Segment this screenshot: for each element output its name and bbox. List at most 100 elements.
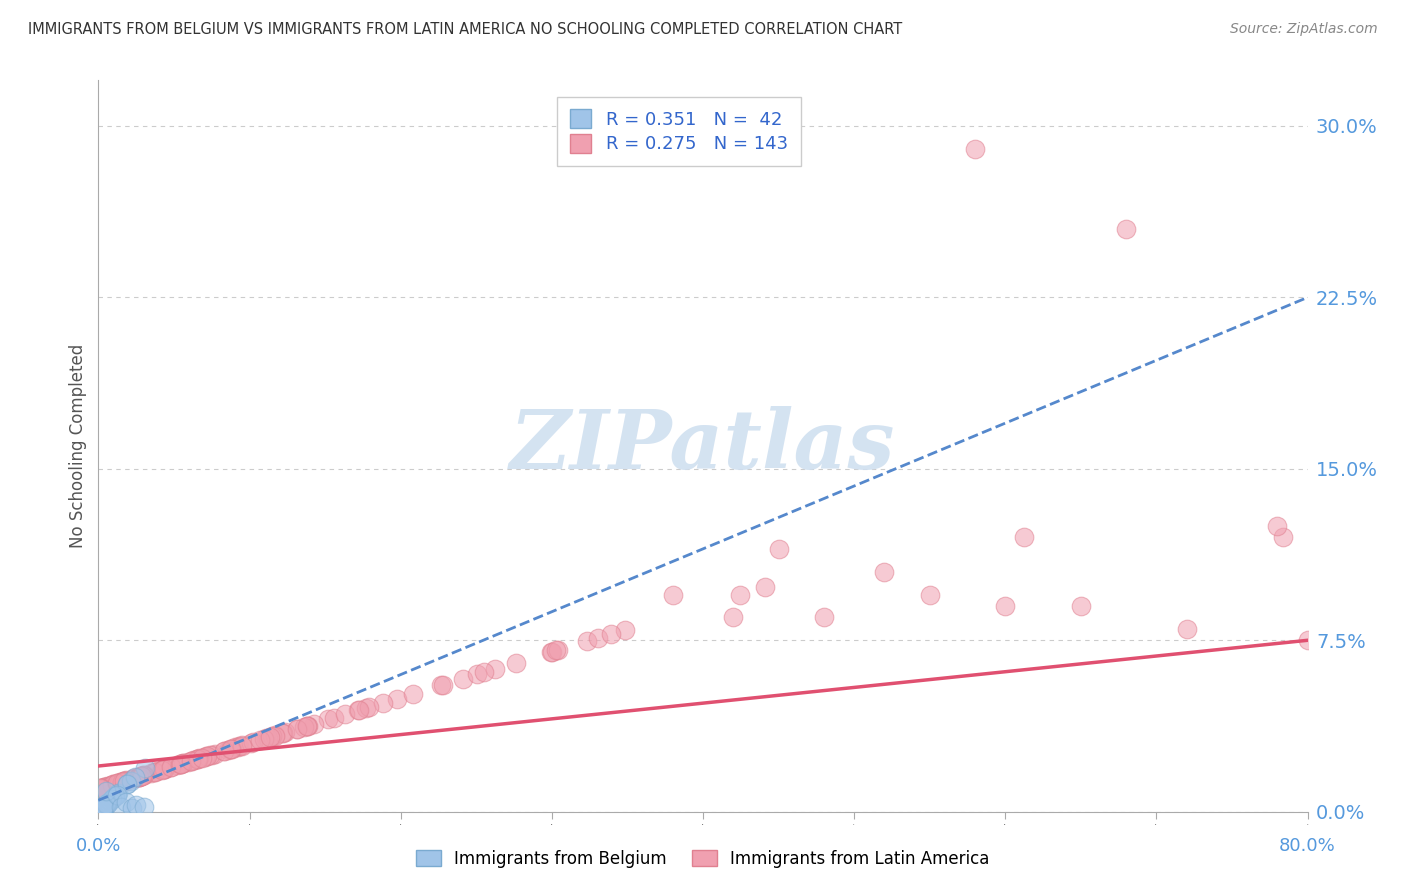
Point <box>271 726 294 740</box>
Point <box>472 665 495 680</box>
Point <box>94 784 117 798</box>
Point <box>231 739 253 753</box>
Point <box>186 752 208 766</box>
Point <box>114 773 136 788</box>
Point <box>112 774 135 789</box>
Point <box>122 771 145 785</box>
Point <box>96 779 118 793</box>
Point <box>965 142 987 156</box>
Point <box>160 760 183 774</box>
Point <box>547 642 569 657</box>
Point <box>768 541 790 556</box>
Point <box>89 804 111 818</box>
Point <box>105 788 128 802</box>
Point <box>451 672 474 686</box>
Point <box>253 731 276 746</box>
Point <box>98 794 121 808</box>
Point <box>87 805 110 819</box>
Point <box>169 757 191 772</box>
Point <box>117 777 139 791</box>
Point <box>1070 599 1092 613</box>
Point <box>204 747 226 761</box>
Point <box>112 774 135 789</box>
Point <box>90 781 112 796</box>
Point <box>264 728 287 742</box>
Point <box>89 803 111 817</box>
Point <box>813 610 835 624</box>
Point <box>505 656 527 670</box>
Point <box>385 691 408 706</box>
Point <box>93 799 115 814</box>
Point <box>128 770 150 784</box>
Point <box>129 769 152 783</box>
Point <box>117 777 139 791</box>
Point <box>302 716 325 731</box>
Point <box>166 758 188 772</box>
Point <box>333 707 356 722</box>
Point <box>190 750 212 764</box>
Point <box>198 748 221 763</box>
Point <box>134 761 156 775</box>
Point <box>274 725 297 739</box>
Point <box>120 774 142 789</box>
Point <box>172 756 194 771</box>
Point <box>104 789 127 803</box>
Point <box>143 765 166 780</box>
Point <box>181 754 204 768</box>
Point <box>586 631 609 645</box>
Point <box>96 797 118 811</box>
Text: 0.0%: 0.0% <box>76 837 121 855</box>
Point <box>242 735 264 749</box>
Point <box>97 796 120 810</box>
Point <box>249 733 271 747</box>
Point <box>153 762 176 776</box>
Point <box>101 778 124 792</box>
Point <box>728 588 751 602</box>
Point <box>108 775 131 789</box>
Point <box>98 779 121 793</box>
Point <box>212 744 235 758</box>
Point <box>263 729 285 743</box>
Point <box>127 770 149 784</box>
Point <box>194 749 217 764</box>
Point <box>172 756 194 771</box>
Point <box>465 667 488 681</box>
Point <box>169 757 191 772</box>
Point <box>97 796 120 810</box>
Point <box>254 731 277 745</box>
Point <box>103 777 125 791</box>
Point <box>285 722 308 736</box>
Point <box>402 687 425 701</box>
Point <box>1012 530 1035 544</box>
Point <box>90 802 112 816</box>
Point <box>89 781 111 796</box>
Point <box>87 781 110 796</box>
Point <box>89 804 111 818</box>
Y-axis label: No Schooling Completed: No Schooling Completed <box>69 344 87 548</box>
Point <box>129 769 152 783</box>
Point <box>613 623 636 637</box>
Point <box>121 801 143 815</box>
Point <box>108 775 131 789</box>
Point <box>152 763 174 777</box>
Point <box>323 710 346 724</box>
Point <box>228 739 250 754</box>
Point <box>103 777 125 791</box>
Point <box>260 730 283 744</box>
Point <box>1267 519 1289 533</box>
Point <box>541 645 564 659</box>
Point <box>297 719 319 733</box>
Point <box>197 748 219 763</box>
Point <box>484 662 506 676</box>
Point <box>89 804 111 818</box>
Point <box>544 643 567 657</box>
Point <box>105 776 128 790</box>
Point <box>219 742 242 756</box>
Point <box>219 742 242 756</box>
Point <box>114 795 136 809</box>
Point <box>96 797 118 811</box>
Point <box>873 565 896 579</box>
Text: IMMIGRANTS FROM BELGIUM VS IMMIGRANTS FROM LATIN AMERICA NO SCHOOLING COMPLETED : IMMIGRANTS FROM BELGIUM VS IMMIGRANTS FR… <box>28 22 903 37</box>
Point <box>153 762 176 776</box>
Point <box>111 774 134 789</box>
